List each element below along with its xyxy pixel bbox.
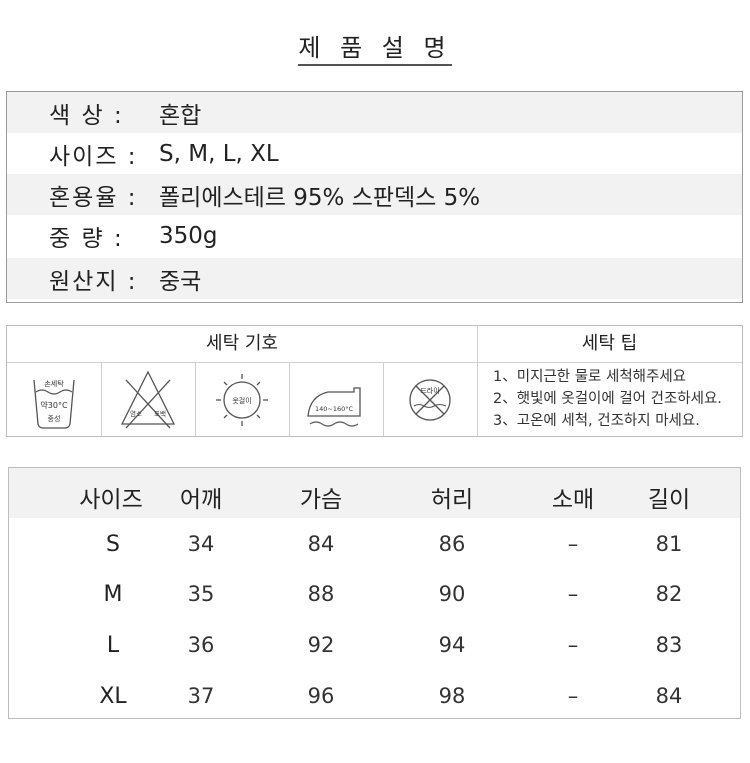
- table-cell: 37: [187, 684, 215, 708]
- divider: [383, 362, 384, 436]
- header-cell-sleeve: 소매: [551, 487, 595, 513]
- hand-wash-30-icon: 손세탁 약30°C 중성: [8, 366, 100, 434]
- info-value: 혼합: [159, 102, 202, 129]
- info-row-material: 혼용율 : 폴리에스테르 95% 스판덱스 5%: [7, 174, 742, 215]
- divider: [7, 362, 742, 363]
- table-cell: 36: [187, 633, 215, 657]
- info-value: 폴리에스테르 95% 스판덱스 5%: [159, 184, 481, 211]
- info-row-color: 색 상 : 혼합: [7, 92, 742, 133]
- tip-item: 1、미지근한 물로 세척해주세요: [493, 369, 687, 385]
- table-cell: 86: [438, 532, 466, 556]
- table-cell: 92: [307, 633, 335, 657]
- info-value: S, M, L, XL: [159, 140, 279, 167]
- size-table-header: 사이즈 어깨 가슴 허리 소매 길이: [9, 468, 740, 518]
- iron-icon: 140~160°C: [290, 366, 382, 434]
- size-table: 사이즈 어깨 가슴 허리 소매 길이 S 34 84 86 – 81 M 35 …: [8, 467, 741, 719]
- table-cell: 84: [655, 684, 683, 708]
- tip-item: 2、햇빛에 옷걸이에 걸어 건조하세요.: [493, 391, 722, 407]
- product-info-box: 색 상 : 혼합 사이즈 : S, M, L, XL 혼용율 : 폴리에스테르 …: [6, 91, 743, 303]
- divider: [101, 362, 102, 436]
- table-cell: 84: [307, 532, 335, 556]
- table-cell: 90: [438, 582, 466, 606]
- table-cell: 96: [307, 684, 335, 708]
- table-cell: 83: [655, 633, 683, 657]
- table-row: M 35 88 90 – 82: [9, 570, 740, 620]
- table-row: XL 37 96 98 – 84: [9, 672, 740, 722]
- info-label: 사이즈 :: [49, 143, 138, 170]
- page-title-text: 제 품 설 명: [298, 34, 452, 66]
- laundry-symbols-header: 세탁 기호: [206, 333, 278, 354]
- laundry-box: 세탁 기호 세탁 팁 손세탁 약30°C 중성 염소 표백: [6, 325, 743, 437]
- table-cell: –: [567, 684, 579, 708]
- table-cell: 94: [438, 633, 466, 657]
- table-cell: 81: [655, 532, 683, 556]
- table-row: L 36 92 94 – 83: [9, 621, 740, 671]
- info-label: 중 량 :: [49, 225, 124, 252]
- divider: [289, 362, 290, 436]
- info-row-origin: 원산지 : 중국: [7, 258, 742, 299]
- symbol-text: 140~160°C: [315, 405, 354, 413]
- info-label: 색 상 :: [49, 102, 124, 129]
- table-cell: 82: [655, 582, 683, 606]
- table-cell: M: [103, 582, 123, 607]
- tip-item: 3、고온에 세척, 건조하지 마세요.: [493, 413, 700, 429]
- page-title: 제 품 설 명: [0, 28, 750, 66]
- symbol-text: 손세탁: [44, 379, 64, 388]
- info-row-weight: 중 량 : 350g: [7, 215, 742, 256]
- table-cell: L: [106, 633, 120, 658]
- laundry-tips-header: 세탁 팁: [581, 333, 638, 354]
- table-cell: XL: [99, 684, 127, 709]
- divider: [477, 326, 478, 436]
- sun-dry-icon: 옷걸이: [196, 366, 288, 434]
- table-cell: –: [567, 582, 579, 606]
- symbol-text: 표백: [154, 409, 166, 418]
- header-cell-chest: 가슴: [299, 487, 343, 513]
- no-bleach-icon: 염소 표백: [102, 366, 194, 434]
- header-cell-size: 사이즈: [79, 487, 143, 513]
- info-label: 혼용율 :: [49, 184, 138, 211]
- table-cell: –: [567, 532, 579, 556]
- symbol-text: 옷걸이: [232, 396, 251, 405]
- table-cell: –: [567, 633, 579, 657]
- info-value: 350g: [159, 222, 218, 249]
- header-cell-waist: 허리: [430, 487, 474, 513]
- laundry-tips-list: 1、미지근한 물로 세척해주세요 2、햇빛에 옷걸이에 걸어 건조하세요. 3、…: [493, 366, 722, 432]
- symbol-text: 드라이: [420, 386, 439, 395]
- info-label: 원산지 :: [49, 268, 138, 295]
- table-cell: 34: [187, 532, 215, 556]
- symbol-text: 중성: [48, 414, 61, 423]
- info-row-size: 사이즈 : S, M, L, XL: [7, 133, 742, 174]
- symbol-text: 염소: [130, 410, 142, 418]
- table-cell: 88: [307, 582, 335, 606]
- table-cell: 35: [187, 582, 215, 606]
- table-cell: S: [106, 532, 120, 557]
- symbol-text: 약30°C: [40, 400, 68, 410]
- header-cell-shoulder: 어깨: [179, 487, 223, 513]
- no-tumble-dry-icon: 드라이: [384, 366, 476, 434]
- table-cell: 98: [438, 684, 466, 708]
- table-row: S 34 84 86 – 81: [9, 520, 740, 570]
- info-value: 중국: [159, 268, 202, 295]
- divider: [195, 362, 196, 436]
- header-cell-length: 길이: [647, 487, 691, 513]
